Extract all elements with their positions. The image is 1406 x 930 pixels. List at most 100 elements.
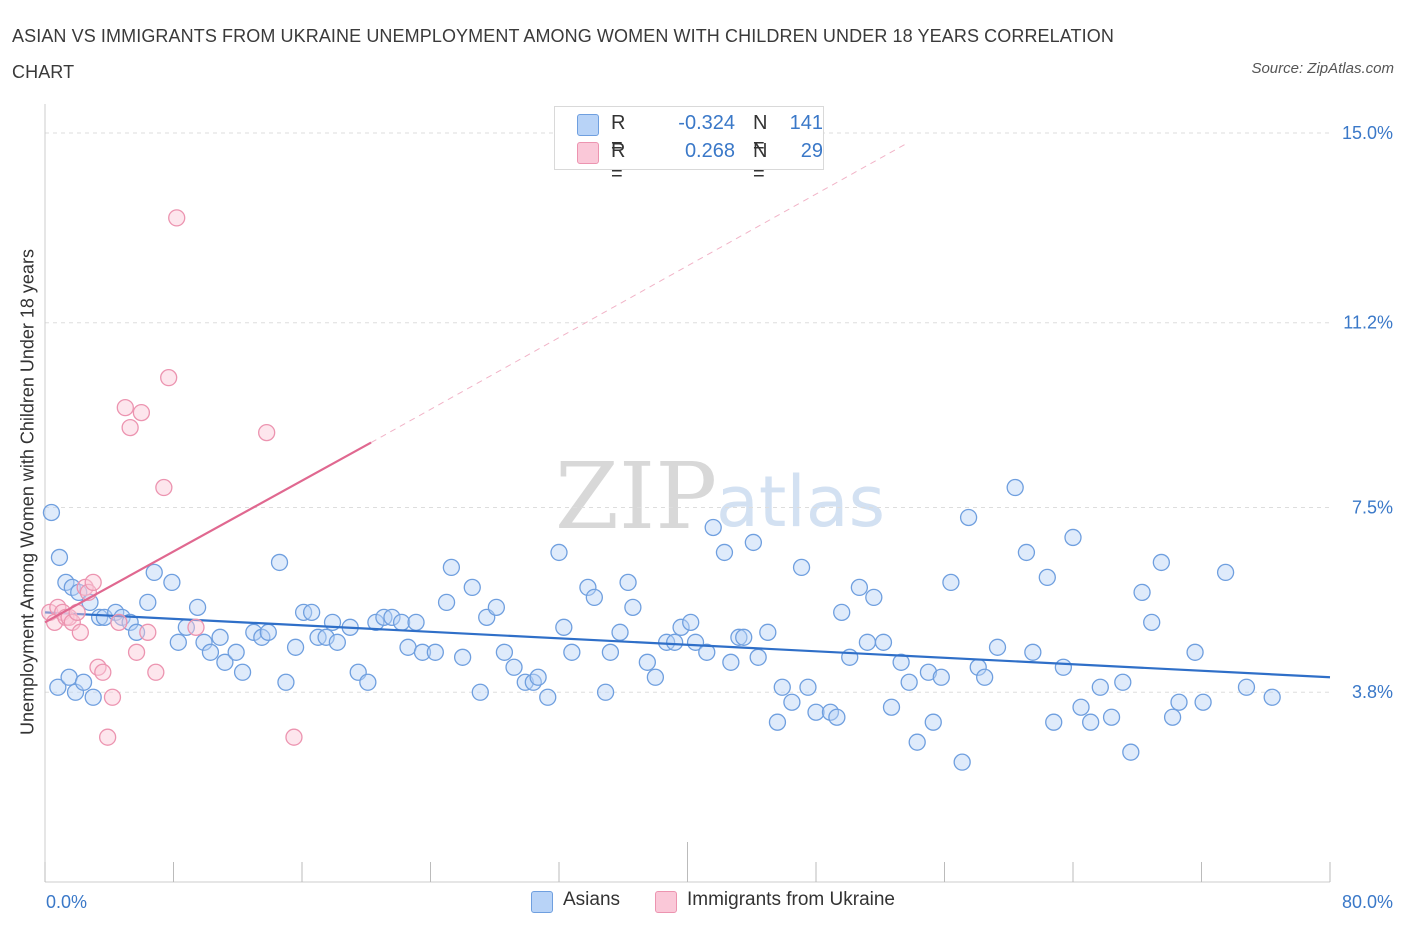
- asians-point: [744, 533, 763, 552]
- ukraine-point: [94, 663, 112, 681]
- asians-point: [426, 643, 444, 661]
- asians-point: [317, 628, 335, 646]
- asians-point: [722, 653, 740, 671]
- asians-point: [932, 668, 950, 686]
- asians-point: [833, 603, 851, 622]
- legend-swatch-ukraine: [577, 142, 599, 164]
- x-tick-max: 80.0%: [1342, 892, 1393, 912]
- asians-point: [792, 558, 811, 577]
- asians-point: [908, 733, 926, 751]
- ukraine-trend-line: [44, 441, 372, 624]
- asians-point: [188, 598, 207, 617]
- asians-point: [539, 688, 557, 706]
- asians-point: [145, 563, 163, 582]
- asians-point: [74, 673, 93, 691]
- legend-swatch-asians: [577, 114, 599, 136]
- asians-point: [259, 623, 277, 641]
- asians-point: [704, 518, 722, 537]
- asians-point: [1194, 693, 1212, 711]
- asians-point: [169, 633, 187, 651]
- asians-point: [216, 653, 234, 671]
- asians-point: [437, 593, 456, 612]
- asians-point: [487, 598, 506, 617]
- y-tick-label: 7.5%: [1352, 497, 1393, 517]
- ukraine-point: [168, 209, 186, 227]
- asians-point: [563, 643, 581, 661]
- asians-point: [1237, 678, 1256, 696]
- bottom-legend-swatch-ukraine: [655, 891, 677, 913]
- asians-point: [211, 628, 229, 646]
- asians-point: [1024, 643, 1042, 661]
- legend-r-label: R =: [611, 112, 626, 157]
- legend-n-label: N =: [753, 112, 768, 157]
- asians-point: [611, 623, 629, 641]
- ukraine-point: [147, 663, 165, 681]
- asians-point: [601, 643, 620, 661]
- asians-point: [585, 588, 603, 607]
- ukraine-point: [121, 418, 139, 437]
- asians-point: [976, 668, 994, 686]
- ukraine-point: [139, 623, 157, 641]
- asians-point: [1114, 673, 1132, 691]
- ukraine-point: [103, 688, 122, 706]
- asians-point: [768, 713, 787, 731]
- asians-point: [84, 688, 102, 706]
- asians-point: [730, 628, 748, 646]
- asians-point: [555, 618, 573, 636]
- asians-point: [1216, 563, 1235, 582]
- legend-r-label: R =: [611, 140, 626, 185]
- correlation-legend: R = -0.324 N = 141 R = 0.268 N = 29: [554, 106, 824, 185]
- asians-point: [715, 543, 734, 562]
- asians-point: [579, 578, 597, 597]
- asians-point: [900, 673, 918, 691]
- asians-point: [807, 703, 825, 721]
- bottom-legend-label: Asians: [563, 889, 621, 910]
- legend-r-value: -0.324: [678, 112, 735, 134]
- asians-point: [865, 588, 883, 607]
- ukraine-point: [127, 643, 146, 661]
- asians-point: [550, 543, 568, 562]
- asians-point: [953, 753, 971, 771]
- asians-point: [407, 613, 425, 631]
- asians-point: [1082, 713, 1100, 731]
- asians-point: [392, 613, 411, 631]
- watermark-zip: ZIP: [555, 443, 717, 550]
- asians-point: [1102, 708, 1121, 726]
- asians-point: [874, 633, 893, 651]
- asians-point: [359, 673, 377, 691]
- ukraine-point: [285, 728, 303, 746]
- asians-point: [195, 633, 213, 651]
- asians-point: [783, 693, 801, 711]
- asians-point: [495, 643, 514, 661]
- asians-point: [286, 638, 305, 656]
- asians-point: [735, 628, 753, 646]
- ukraine-point: [132, 403, 151, 422]
- asians-trend-line: [44, 611, 1331, 679]
- asians-point: [471, 683, 489, 701]
- gridlines: [45, 132, 1330, 693]
- legend-n-value: 29: [800, 140, 823, 162]
- y-tick-label: 11.2%: [1343, 313, 1393, 333]
- asians-point: [1038, 568, 1056, 587]
- legend-n-label: N =: [753, 140, 768, 185]
- source-label: Source: ZipAtlas.com: [1251, 60, 1394, 77]
- x-tick-min: 0.0%: [46, 892, 87, 912]
- asians-point: [919, 663, 938, 681]
- asians-point: [463, 578, 481, 597]
- asians-point: [682, 613, 700, 631]
- axes: [44, 104, 1331, 883]
- asians-point: [959, 508, 978, 527]
- asians-point: [201, 643, 220, 661]
- ukraine-point: [258, 423, 276, 442]
- asians-point: [60, 668, 78, 686]
- bottom-legend-swatch-asians: [531, 891, 553, 913]
- asians-point: [1017, 543, 1036, 562]
- asians-point: [1143, 613, 1161, 631]
- series-ukraine: [41, 209, 372, 746]
- asians-point: [1064, 528, 1082, 547]
- asians-point: [924, 713, 942, 731]
- asians-point: [139, 593, 157, 612]
- asians-point: [442, 558, 461, 577]
- ukraine-point: [89, 658, 107, 676]
- asians-point: [799, 678, 817, 696]
